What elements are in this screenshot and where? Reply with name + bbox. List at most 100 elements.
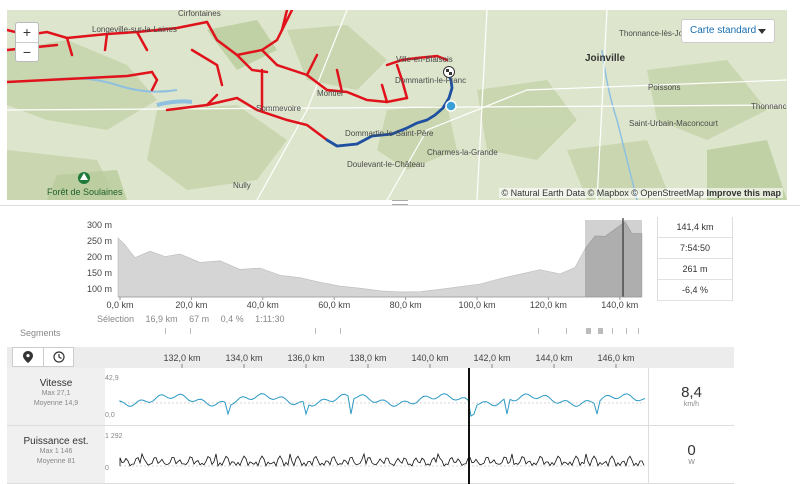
clock-icon	[52, 351, 65, 363]
y-tick-label: 250 m	[87, 236, 112, 246]
elevation-area	[117, 221, 643, 298]
place-label: Thonnance-les-Moulins	[751, 102, 787, 111]
power-chart[interactable]: 1 292 0	[105, 426, 650, 484]
place-label: Poissons	[648, 83, 680, 92]
detail-x-tick-label: 136,0 km	[287, 353, 324, 363]
stat-time: 7:54:50	[658, 238, 732, 259]
selection-time: 1:11:30	[255, 314, 285, 324]
x-tick-label: 140,0 km	[601, 300, 638, 310]
speed-ymax: 42,9	[105, 375, 119, 382]
map-attribution: © Natural Earth Data © Mapbox © OpenStre…	[499, 188, 783, 198]
power-line	[119, 452, 645, 468]
speed-chart[interactable]: 42,9 0,0	[105, 368, 650, 426]
place-label: Longeville-sur-la-Laines	[92, 25, 177, 34]
zoom-out-button[interactable]: −	[16, 42, 38, 61]
stat-elevation: 261 m	[658, 259, 732, 280]
place-label: Montiel	[317, 89, 343, 98]
speed-avg: Moyenne 14,9	[33, 400, 79, 407]
detail-x-axis: 132,0 km 134,0 km 136,0 km 138,0 km 140,0 km…	[163, 353, 635, 368]
map-type-label: Carte standard	[690, 25, 757, 36]
segments-label: Segments	[20, 328, 61, 338]
place-label: Dommartin-le-Saint-Père	[345, 129, 434, 138]
place-label: Thonnance-lès-Joinville	[619, 29, 704, 38]
x-tick-label: 100,0 km	[458, 300, 495, 310]
power-unit: W	[688, 459, 695, 466]
finish-flag-icon	[443, 66, 455, 78]
detail-x-tick-label: 138,0 km	[349, 353, 386, 363]
segments-track[interactable]	[0, 323, 660, 341]
resize-handle[interactable]	[392, 200, 408, 205]
place-label: Doulevant-le-Château	[347, 160, 425, 169]
power-value: 0	[687, 442, 696, 459]
selection-overlay	[585, 220, 642, 297]
place-label: Ville-en-Blaisois	[396, 55, 453, 64]
stat-distance: 141,4 km	[658, 217, 732, 238]
elevation-chart[interactable]: 300 m 250 m 200 m 150 m 100 m 0,0 km 20,0 km 4…	[0, 206, 660, 326]
speed-unit: km/h	[683, 401, 700, 408]
speed-line	[119, 393, 646, 417]
current-position-icon	[445, 100, 457, 112]
place-label: Dommartin-le-Franc	[395, 76, 466, 85]
elevation-profile: 300 m 250 m 200 m 150 m 100 m 0,0 km 20,0 km 4…	[0, 205, 800, 355]
power-ymax: 1 292	[105, 433, 123, 440]
speed-label-block: Vitesse Max 27,1 Moyenne 14,9	[7, 368, 105, 425]
detail-x-tick-label: 144,0 km	[535, 353, 572, 363]
place-label: Nully	[233, 181, 251, 190]
y-tick-label: 300 m	[87, 220, 112, 230]
detail-cursor-line	[468, 368, 470, 484]
power-readout: 0 W	[648, 426, 734, 483]
detail-x-tick-label: 132,0 km	[163, 353, 200, 363]
detail-x-tick-label: 142,0 km	[473, 353, 510, 363]
selection-elevation: 67 m	[189, 314, 210, 324]
detail-axis-row	[7, 347, 734, 368]
place-label: Sommevoire	[256, 104, 301, 113]
place-label: Cirfontaines	[178, 10, 221, 18]
power-label-block: Puissance est. Max 1 146 Moyenne 81	[7, 426, 105, 483]
selection-distance: 16,9 km	[145, 314, 178, 324]
x-tick-label: 40,0 km	[247, 300, 279, 310]
route-map[interactable]: Cirfontaines Longeville-sur-la-Laines So…	[7, 10, 787, 200]
pin-icon	[23, 351, 33, 363]
x-tick-label: 20,0 km	[175, 300, 207, 310]
detail-x-tick-label: 146,0 km	[597, 353, 634, 363]
attribution-text[interactable]: © Natural Earth Data © Mapbox © OpenStre…	[501, 188, 704, 198]
x-tick-label: 60,0 km	[318, 300, 350, 310]
detail-x-tick-label: 140,0 km	[411, 353, 448, 363]
power-avg: Moyenne 81	[36, 458, 76, 465]
selection-grade: 0,4 %	[220, 314, 244, 324]
zoom-control: + −	[15, 22, 39, 62]
y-tick-label: 200 m	[87, 252, 112, 262]
zoom-in-button[interactable]: +	[22, 24, 32, 40]
stat-grade: -6,4 %	[658, 280, 732, 301]
speed-max: Max 27,1	[41, 390, 71, 397]
power-row: Puissance est. Max 1 146 Moyenne 81 1 29…	[7, 426, 734, 484]
detail-panel: 132,0 km 134,0 km 136,0 km 138,0 km 140,0 km…	[7, 347, 734, 484]
x-tick-label: 120,0 km	[530, 300, 567, 310]
detail-tabs	[12, 347, 74, 367]
place-label: Saint-Urbain-Maconcourt	[629, 119, 719, 128]
y-tick-label: 100 m	[87, 284, 112, 294]
speed-title: Vitesse	[39, 378, 73, 389]
speed-readout: 8,4 km/h	[648, 368, 734, 425]
selection-label: Sélection	[97, 314, 135, 324]
x-tick-label: 0,0 km	[106, 300, 133, 310]
improve-map-link[interactable]: Improve this map	[706, 188, 781, 198]
tab-time[interactable]	[43, 348, 73, 366]
place-label: Forêt de Soulaines	[47, 187, 123, 197]
power-ymin: 0	[105, 465, 109, 472]
detail-x-tick-label: 134,0 km	[225, 353, 262, 363]
profile-stats: 141,4 km 7:54:50 261 m -6,4 %	[657, 217, 733, 301]
power-max: Max 1 146	[39, 448, 73, 455]
speed-value: 8,4	[681, 384, 702, 401]
speed-row: Vitesse Max 27,1 Moyenne 14,9 42,9 0,0 8…	[7, 368, 734, 426]
x-tick-label: 80,0 km	[390, 300, 422, 310]
selection-summary: Sélection 16,9 km 67 m 0,4 % 1:11:30	[97, 314, 294, 324]
y-tick-label: 150 m	[87, 268, 112, 278]
place-label: Charmes-la-Grande	[427, 148, 498, 157]
caret-down-icon	[758, 29, 766, 34]
speed-ymin: 0,0	[105, 412, 115, 419]
tab-distance[interactable]	[13, 348, 43, 366]
map-type-select[interactable]: Carte standard	[681, 19, 775, 43]
map-canvas[interactable]: Cirfontaines Longeville-sur-la-Laines So…	[7, 10, 787, 200]
power-title: Puissance est.	[23, 436, 89, 447]
